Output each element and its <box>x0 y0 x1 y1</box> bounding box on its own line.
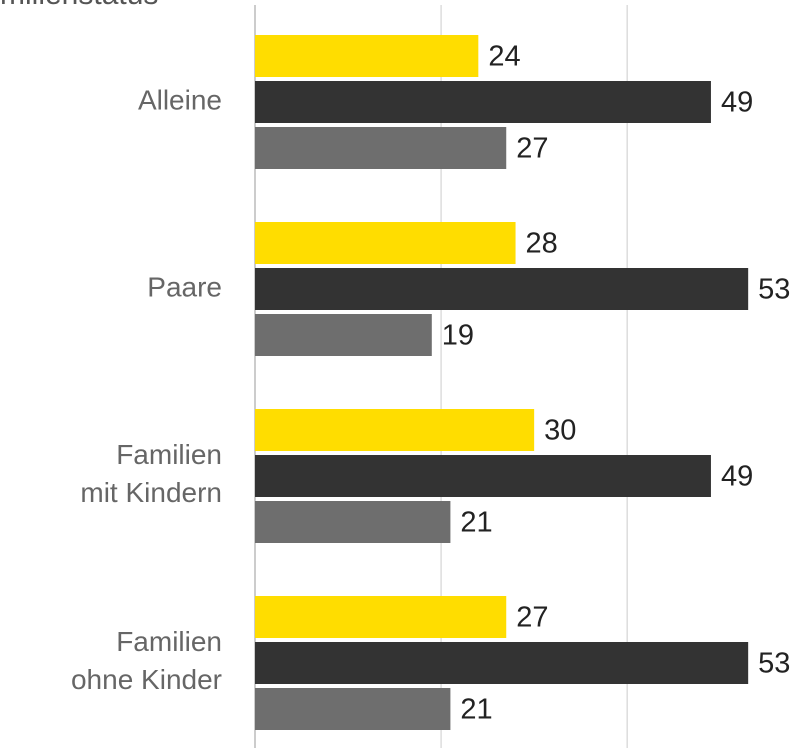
bar <box>255 314 432 356</box>
value-label: 30 <box>544 415 576 447</box>
y-tick-label: Alleine <box>138 84 222 115</box>
bar <box>255 642 749 684</box>
bar <box>255 127 507 169</box>
bar <box>255 35 479 77</box>
chart-title: milienstatus <box>0 0 158 11</box>
bar <box>255 268 749 310</box>
bar <box>255 501 451 543</box>
y-tick-label: Paare <box>147 271 222 302</box>
bar <box>255 222 516 264</box>
bar <box>255 596 507 638</box>
value-label: 53 <box>758 648 790 680</box>
bar <box>255 409 535 451</box>
value-label: 53 <box>758 274 790 306</box>
value-label: 21 <box>460 694 492 726</box>
y-tick-label: Familien mit Kindern <box>80 439 222 508</box>
bar <box>255 81 711 123</box>
y-tick-label: Familien ohne Kinder <box>71 626 222 695</box>
bar <box>255 688 451 730</box>
value-label: 21 <box>460 507 492 539</box>
value-label: 49 <box>721 87 753 119</box>
value-label: 24 <box>488 41 520 73</box>
value-label: 28 <box>526 228 558 260</box>
value-label: 49 <box>721 461 753 493</box>
value-label: 19 <box>442 320 474 352</box>
value-label: 27 <box>516 602 548 634</box>
value-label: 27 <box>516 133 548 165</box>
bar <box>255 455 711 497</box>
